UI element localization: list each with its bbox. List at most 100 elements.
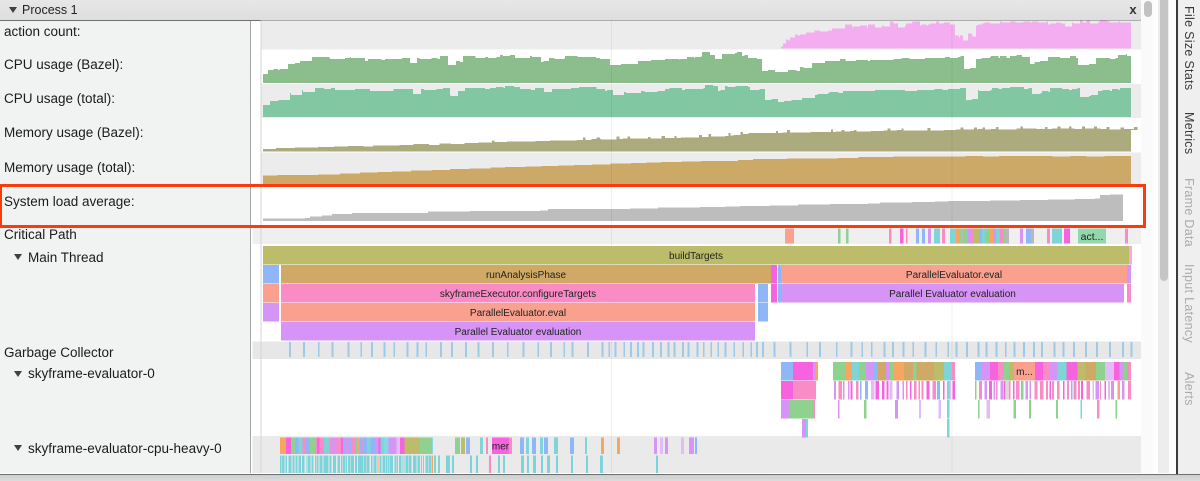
skyframe-evaluator-cpu-heavy-0-slice[interactable] [654, 437, 657, 455]
skyframe-evaluator-0-slice[interactable] [781, 400, 790, 419]
skyframe-evaluator-cpu-heavy-0-slice[interactable] [428, 455, 431, 474]
track-label[interactable]: Critical Path [4, 226, 77, 242]
critical-path-slice[interactable] [1125, 228, 1128, 244]
gc-tick[interactable] [861, 342, 864, 357]
critical-path-slice[interactable] [900, 228, 904, 244]
skyframe-evaluator-cpu-heavy-0-slice[interactable] [281, 455, 285, 474]
gc-tick[interactable] [835, 342, 838, 357]
skyframe-evaluator-cpu-heavy-0-slice[interactable] [423, 455, 424, 474]
skyframe-evaluator-0-slice[interactable] [998, 362, 1004, 381]
skyframe-evaluator-0-slice[interactable] [947, 400, 950, 419]
skyframe-evaluator-cpu-heavy-0-slice[interactable] [319, 455, 323, 474]
skyframe-evaluator-cpu-heavy-0-slice[interactable] [367, 455, 370, 474]
skyframe-evaluator-0-slice[interactable] [872, 362, 878, 381]
gc-tick[interactable] [571, 342, 574, 357]
skyframe-evaluator-cpu-heavy-0-slice[interactable] [461, 437, 465, 455]
skyframe-evaluator-cpu-heavy-0-slice[interactable] [326, 437, 330, 455]
gc-tick[interactable] [773, 342, 776, 357]
skyframe-evaluator-cpu-heavy-0-slice[interactable] [340, 437, 343, 455]
main-thread-slice[interactable] [781, 265, 1127, 284]
skyframe-evaluator-cpu-heavy-0-slice[interactable] [351, 437, 356, 455]
skyframe-evaluator-0-slice[interactable] [1028, 400, 1032, 419]
skyframe-evaluator-cpu-heavy-0-slice[interactable] [329, 455, 332, 474]
critical-path-slice[interactable] [928, 228, 931, 244]
critical-path-slice[interactable] [934, 228, 940, 244]
skyframe-evaluator-0-slice[interactable] [1014, 362, 1035, 381]
gc-tick[interactable] [371, 342, 373, 357]
counter-chart-memory-usage-total-[interactable] [263, 156, 1131, 186]
skyframe-evaluator-0-slice[interactable] [914, 381, 917, 400]
skyframe-evaluator-cpu-heavy-0-slice[interactable] [600, 455, 603, 474]
critical-path-slice[interactable] [968, 228, 971, 244]
skyframe-evaluator-cpu-heavy-0-slice[interactable] [466, 437, 470, 455]
skyframe-evaluator-cpu-heavy-0-slice[interactable] [509, 437, 512, 455]
skyframe-evaluator-cpu-heavy-0-slice[interactable] [370, 437, 376, 455]
skyframe-evaluator-cpu-heavy-0-slice[interactable] [405, 437, 419, 455]
skyframe-evaluator-cpu-heavy-0-slice[interactable] [382, 455, 386, 474]
gc-tick[interactable] [303, 342, 305, 357]
main-thread-slice[interactable] [758, 303, 768, 322]
skyframe-evaluator-0-slice[interactable] [925, 362, 934, 381]
main-thread-slice[interactable] [771, 284, 777, 303]
skyframe-evaluator-0-slice[interactable] [1107, 381, 1110, 400]
gc-tick[interactable] [563, 342, 566, 357]
skyframe-evaluator-0-slice[interactable] [952, 381, 955, 400]
main-thread-slice[interactable] [771, 265, 777, 284]
skyframe-evaluator-0-slice[interactable] [838, 381, 842, 400]
skyframe-evaluator-0-slice[interactable] [984, 381, 988, 400]
skyframe-evaluator-cpu-heavy-0-slice[interactable] [492, 437, 509, 455]
critical-path-slice[interactable] [990, 228, 993, 244]
gc-tick[interactable] [1062, 342, 1065, 357]
gc-tick[interactable] [750, 342, 753, 357]
skyframe-evaluator-cpu-heavy-0-slice[interactable] [452, 455, 454, 474]
skyframe-evaluator-0-slice[interactable] [904, 362, 913, 381]
skyframe-evaluator-cpu-heavy-0-slice[interactable] [585, 437, 587, 455]
gc-tick[interactable] [924, 342, 927, 357]
main-thread-slice[interactable] [1127, 265, 1131, 284]
skyframe-evaluator-cpu-heavy-0-slice[interactable] [295, 437, 299, 455]
skyframe-evaluator-cpu-heavy-0-slice[interactable] [346, 437, 350, 455]
critical-path-slice[interactable] [1000, 228, 1003, 244]
skyframe-evaluator-0-slice[interactable] [806, 419, 808, 438]
gc-tick[interactable] [1023, 342, 1025, 357]
critical-path-slice[interactable] [838, 228, 841, 244]
skyframe-evaluator-cpu-heavy-0-slice[interactable] [421, 455, 422, 474]
skyframe-evaluator-0-slice[interactable] [981, 362, 990, 381]
critical-path-slice[interactable] [974, 228, 979, 244]
process-header[interactable]: Process 1 [0, 0, 1141, 21]
skyframe-evaluator-0-slice[interactable] [932, 381, 936, 400]
counter-chart-action-count[interactable] [781, 20, 1131, 49]
gc-tick[interactable] [317, 342, 320, 357]
skyframe-evaluator-cpu-heavy-0-slice[interactable] [434, 455, 436, 474]
skyframe-evaluator-cpu-heavy-0-slice[interactable] [347, 455, 350, 474]
main-thread-slice[interactable] [263, 303, 279, 322]
skyframe-evaluator-0-slice[interactable] [1115, 400, 1117, 419]
main-thread-slice[interactable] [758, 284, 768, 303]
skyframe-evaluator-cpu-heavy-0-slice[interactable] [446, 455, 450, 474]
gc-tick[interactable] [947, 342, 950, 357]
skyframe-evaluator-0-slice[interactable] [855, 362, 860, 381]
skyframe-evaluator-0-slice[interactable] [813, 381, 816, 400]
skyframe-evaluator-0-slice[interactable] [988, 381, 992, 400]
skyframe-evaluator-0-slice[interactable] [1128, 381, 1131, 400]
gc-tick[interactable] [806, 342, 809, 357]
skyframe-evaluator-0-slice[interactable] [942, 381, 945, 400]
skyframe-evaluator-cpu-heavy-0-slice[interactable] [355, 437, 357, 455]
critical-path-slice[interactable] [956, 228, 959, 244]
critical-path-slice[interactable] [1003, 228, 1006, 244]
skyframe-evaluator-0-slice[interactable] [1003, 381, 1006, 400]
gc-tick[interactable] [1033, 342, 1035, 357]
gc-tick[interactable] [717, 342, 720, 357]
skyframe-evaluator-cpu-heavy-0-slice[interactable] [425, 455, 429, 474]
skyframe-evaluator-cpu-heavy-0-slice[interactable] [695, 437, 697, 455]
skyframe-evaluator-cpu-heavy-0-slice[interactable] [319, 437, 324, 455]
gc-tick[interactable] [850, 342, 853, 357]
critical-path-slice[interactable] [916, 228, 919, 244]
gc-tick[interactable] [383, 342, 386, 357]
skyframe-evaluator-cpu-heavy-0-slice[interactable] [316, 455, 319, 474]
skyframe-evaluator-cpu-heavy-0-slice[interactable] [408, 455, 412, 474]
skyframe-evaluator-0-slice[interactable] [793, 362, 813, 381]
gc-tick[interactable] [756, 342, 758, 357]
skyframe-evaluator-0-slice[interactable] [1122, 362, 1127, 381]
critical-path-slice[interactable] [963, 228, 968, 244]
